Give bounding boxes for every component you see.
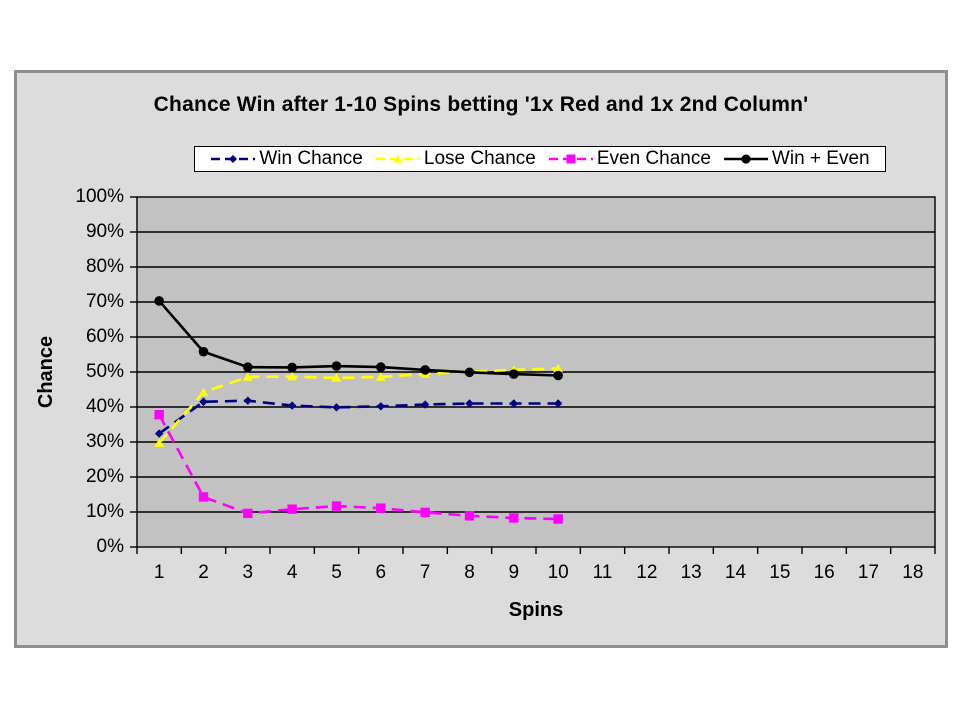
y-tick-label: 20% [85,466,124,487]
diamond-marker [229,155,238,163]
series-markers-win-chance [154,396,563,438]
y-tick-label: 90% [85,221,124,242]
plot-area [130,196,936,554]
circle-marker [553,370,563,381]
series-markers-even-chance [154,410,563,524]
x-tick-label: 6 [375,562,387,583]
legend-marker-even-chance [548,154,593,164]
legend-entry-win-even: Win + Even [723,148,870,170]
x-tick-label: 4 [286,562,298,583]
triangle-marker [331,373,342,382]
y-tick-label: 30% [85,431,124,452]
y-tick-label: 80% [85,256,124,277]
x-tick-label: 17 [857,562,880,583]
triangle-marker [242,372,253,381]
circle-marker [420,365,430,375]
triangle-marker [287,371,298,381]
square-marker [566,154,576,164]
chart-title: Chance Win after 1-10 Spins betting '1x … [153,93,809,116]
diamond-marker [465,399,474,408]
diamond-marker [287,401,297,410]
x-tick-label: 18 [902,562,924,583]
legend-entry-even-chance: Even Chance [548,148,711,170]
circle-marker [741,154,751,164]
y-tick-label: 40% [85,396,124,417]
diamond-marker [376,402,386,411]
triangle-marker [375,372,386,381]
square-marker [553,514,563,524]
triangle-marker [154,438,165,447]
square-marker [509,513,519,523]
y-tick-label: 60% [85,326,124,347]
legend-label: Win + Even [771,148,870,169]
x-tick-label: 3 [242,562,254,583]
circle-marker [198,346,209,357]
y-tick-label: 50% [85,361,124,382]
series-line-win-even [158,300,559,377]
x-tick-label: 7 [419,562,431,583]
legend-label: Even Chance [596,148,711,169]
series-line-even-chance [158,414,559,521]
legend-marker-win-chance [211,155,256,163]
legend-marker-lose-chance [375,154,420,163]
x-tick-label: 13 [680,562,702,583]
square-marker [420,507,430,518]
y-tick-label: 70% [85,291,124,312]
y-tick-label: 100% [75,186,124,207]
x-tick-label: 9 [508,562,520,583]
circle-marker [331,361,342,371]
legend-label: Win Chance [259,148,363,169]
x-tick-label: 11 [592,562,613,583]
legend-entry-win-chance: Win Chance [210,148,363,170]
square-marker [331,501,342,511]
circle-marker [376,362,386,372]
square-marker [464,511,475,521]
diamond-marker [420,400,430,409]
circle-marker [287,362,297,373]
legend-label: Lose Chance [423,148,536,169]
x-tick-label: 1 [153,562,165,583]
series-line-win-chance [158,399,559,435]
diamond-marker [332,403,341,412]
y-tick-label: 10% [85,501,124,522]
x-tick-label: 5 [331,562,342,583]
diamond-marker [199,397,208,406]
circle-marker [243,362,253,372]
x-tick-label: 10 [547,562,569,583]
square-marker [154,410,164,420]
diamond-marker [154,429,164,438]
legend-entry-lose-chance: Lose Chance [375,148,536,170]
y-axis-title: Chance [35,335,57,409]
legend: Win Chance Lose Chance Even Chance Win + Ev… [194,146,886,172]
square-marker [287,504,297,514]
y-tick-label: 0% [96,536,124,557]
circle-marker [154,296,164,306]
square-marker [198,492,209,502]
x-tick-label: 12 [636,562,658,583]
x-tick-label: 14 [724,562,747,583]
x-tick-label: 2 [198,562,209,583]
x-tick-label: 15 [769,562,791,583]
x-axis-title: Spins [508,599,564,621]
diamond-marker [243,396,253,405]
x-tick-label: 8 [464,562,475,583]
x-tick-label: 16 [813,562,835,583]
legend-marker-win-even [723,154,768,164]
triangle-marker [198,387,209,397]
circle-marker [509,369,519,379]
triangle-marker [393,154,403,163]
series-markers-win-even [154,296,563,381]
square-marker [376,503,386,513]
square-marker [243,508,253,519]
triangle-marker [553,363,564,373]
circle-marker [464,367,475,378]
